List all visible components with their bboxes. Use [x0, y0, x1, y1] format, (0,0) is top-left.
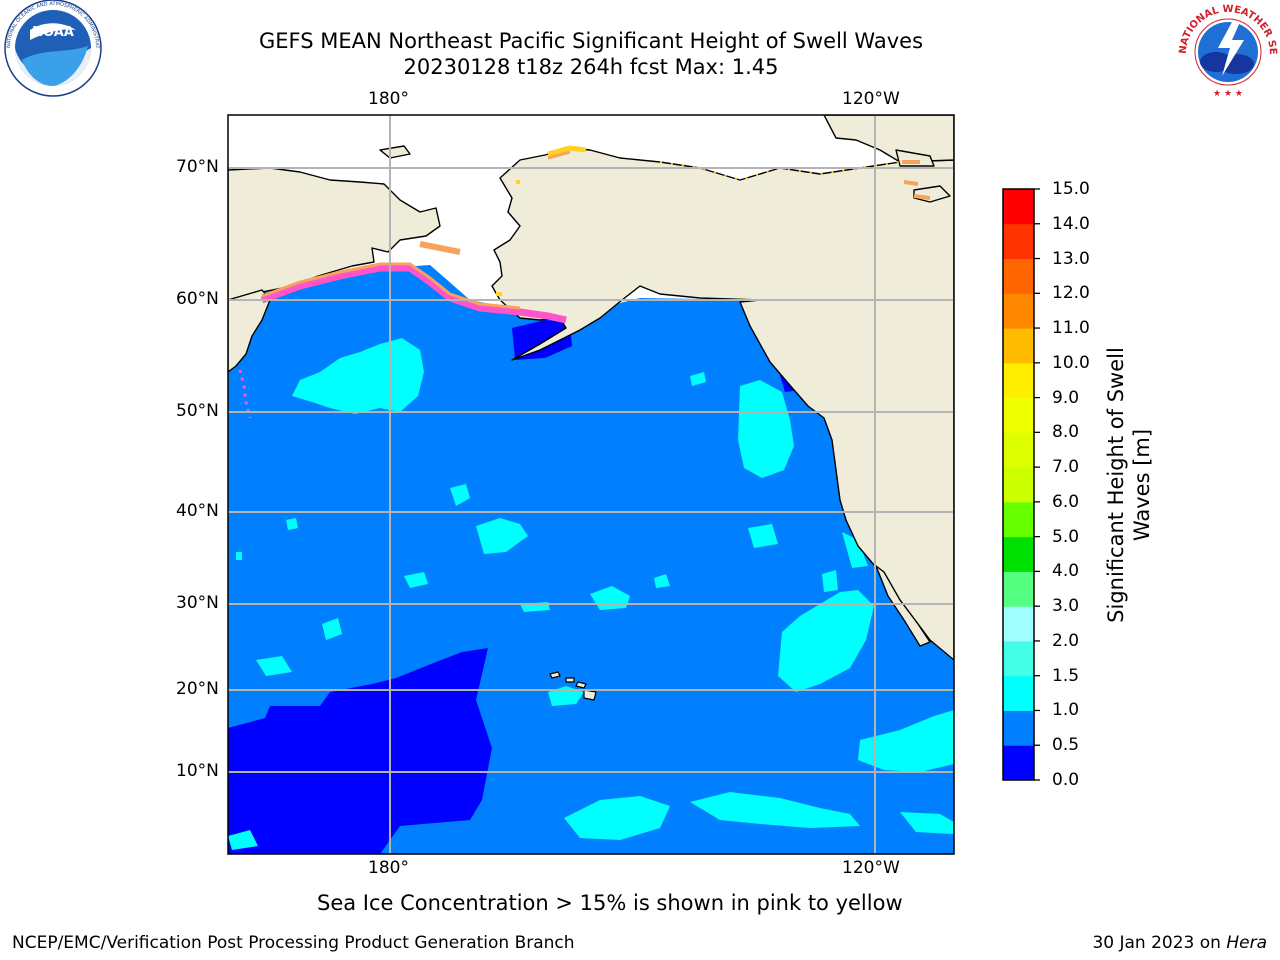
gulf-low-swell — [512, 320, 572, 360]
sea-ice-edge — [238, 145, 931, 419]
footer-credit: NCEP/EMC/Verification Post Processing Pr… — [12, 933, 575, 953]
colorbar-tick-label: 0.5 — [1052, 735, 1080, 756]
colorbar-bin-14.0-15.0 — [1003, 189, 1034, 225]
map-frame — [227, 114, 955, 855]
footer-date: 30 Jan 2023 on Hera — [1092, 932, 1267, 954]
hawaii-islands — [549, 671, 597, 701]
nws-logo: NATIONAL WEATHER SERVICE ★ ★ ★ — [1178, 4, 1278, 99]
lat-label-30n: 30°N — [176, 593, 219, 613]
colorbar-tick-label: 0.0 — [1052, 770, 1080, 790]
colorbar-bin-1.5-2.0 — [1003, 640, 1034, 677]
svg-text:★ ★ ★: ★ ★ ★ — [1213, 89, 1243, 99]
lat-label-60n: 60°N — [176, 289, 219, 309]
colorbar-tick-label: 11.0 — [1052, 318, 1090, 339]
chart-title: GEFS MEAN Northeast Pacific Significant … — [258, 29, 924, 53]
colorbar-tick-label: 1.0 — [1052, 700, 1080, 721]
colorbar-bin-5.0-6.0 — [1003, 501, 1034, 538]
colorbar-bin-12.0-13.0 — [1003, 258, 1034, 294]
lat-label-20n: 20°N — [176, 679, 219, 699]
colorbar-bin-2.0-3.0 — [1003, 606, 1034, 642]
low-swell-region — [228, 648, 492, 854]
colorbar-bin-1.0-1.5 — [1003, 675, 1034, 711]
lat-label-50n: 50°N — [176, 401, 219, 421]
colorbar-bin-4.0-5.0 — [1003, 536, 1034, 572]
colorbar-bin-10.0-11.0 — [1003, 328, 1034, 364]
colorbar-bin-3.0-4.0 — [1003, 571, 1034, 607]
map-area — [228, 115, 954, 854]
colorbar-tick-label: 9.0 — [1052, 387, 1080, 408]
colorbar-tick-label: 14.0 — [1052, 213, 1090, 234]
chart-subtitle: 20230128 t18z 264h fcst Max: 1.45 — [403, 55, 779, 79]
colorbar-tick-label: 6.0 — [1052, 491, 1080, 512]
svg-text:NOAA: NOAA — [32, 25, 74, 40]
colorbar-bin-6.0-7.0 — [1003, 467, 1034, 503]
lon-label-top-180: 180° — [368, 89, 409, 109]
colorbar-bin-11.0-12.0 — [1003, 293, 1034, 329]
colorbar-tick-label: 8.0 — [1052, 422, 1080, 443]
lat-label-70n: 70°N — [176, 157, 219, 177]
footer-date-text: 30 Jan 2023 on — [1092, 933, 1227, 953]
colorbar-bin-13.0-14.0 — [1003, 223, 1034, 260]
colorbar-tick-label: 7.0 — [1052, 457, 1080, 478]
colorbar-bin-0.0-0.5 — [1003, 745, 1034, 781]
colorbar-tick-label: 5.0 — [1052, 526, 1080, 547]
colorbar-tick-label: 10.0 — [1052, 352, 1090, 373]
colorbar-title: Significant Height of Swell Waves [m] — [1104, 347, 1154, 623]
footer-host: Hera — [1226, 933, 1267, 953]
colorbar-tick-label: 15.0 — [1052, 179, 1090, 199]
colorbar-frame — [1002, 188, 1035, 781]
colorbar-tick-label: 3.0 — [1052, 596, 1080, 617]
lat-label-10n: 10°N — [176, 761, 219, 781]
lon-label-bottom-180: 180° — [368, 858, 409, 878]
colorbar-bin-7.0-8.0 — [1003, 432, 1034, 468]
lon-label-top-120w: 120°W — [842, 89, 900, 109]
graticule — [228, 115, 954, 854]
lon-label-bottom-120w: 120°W — [842, 858, 900, 878]
colorbar-bin-9.0-10.0 — [1003, 362, 1034, 399]
land — [228, 115, 954, 661]
sea-ice-note: Sea Ice Concentration > 15% is shown in … — [317, 891, 903, 915]
colorbar-tick-label: 13.0 — [1052, 248, 1090, 269]
colorbar-tick-label: 1.5 — [1052, 665, 1080, 686]
noaa-logo: NOAA NATIONAL OCEANIC AND ATMOSPHERIC AD… — [2, 0, 102, 97]
colorbar-tick-label: 12.0 — [1052, 283, 1090, 304]
colorbar — [1003, 189, 1034, 781]
colorbar-bin-8.0-9.0 — [1003, 397, 1034, 433]
lat-label-40n: 40°N — [176, 501, 219, 521]
colorbar-tick-label: 4.0 — [1052, 561, 1080, 582]
colorbar-bin-0.5-1.0 — [1003, 710, 1034, 746]
colorbar-tick-label: 2.0 — [1052, 630, 1080, 651]
